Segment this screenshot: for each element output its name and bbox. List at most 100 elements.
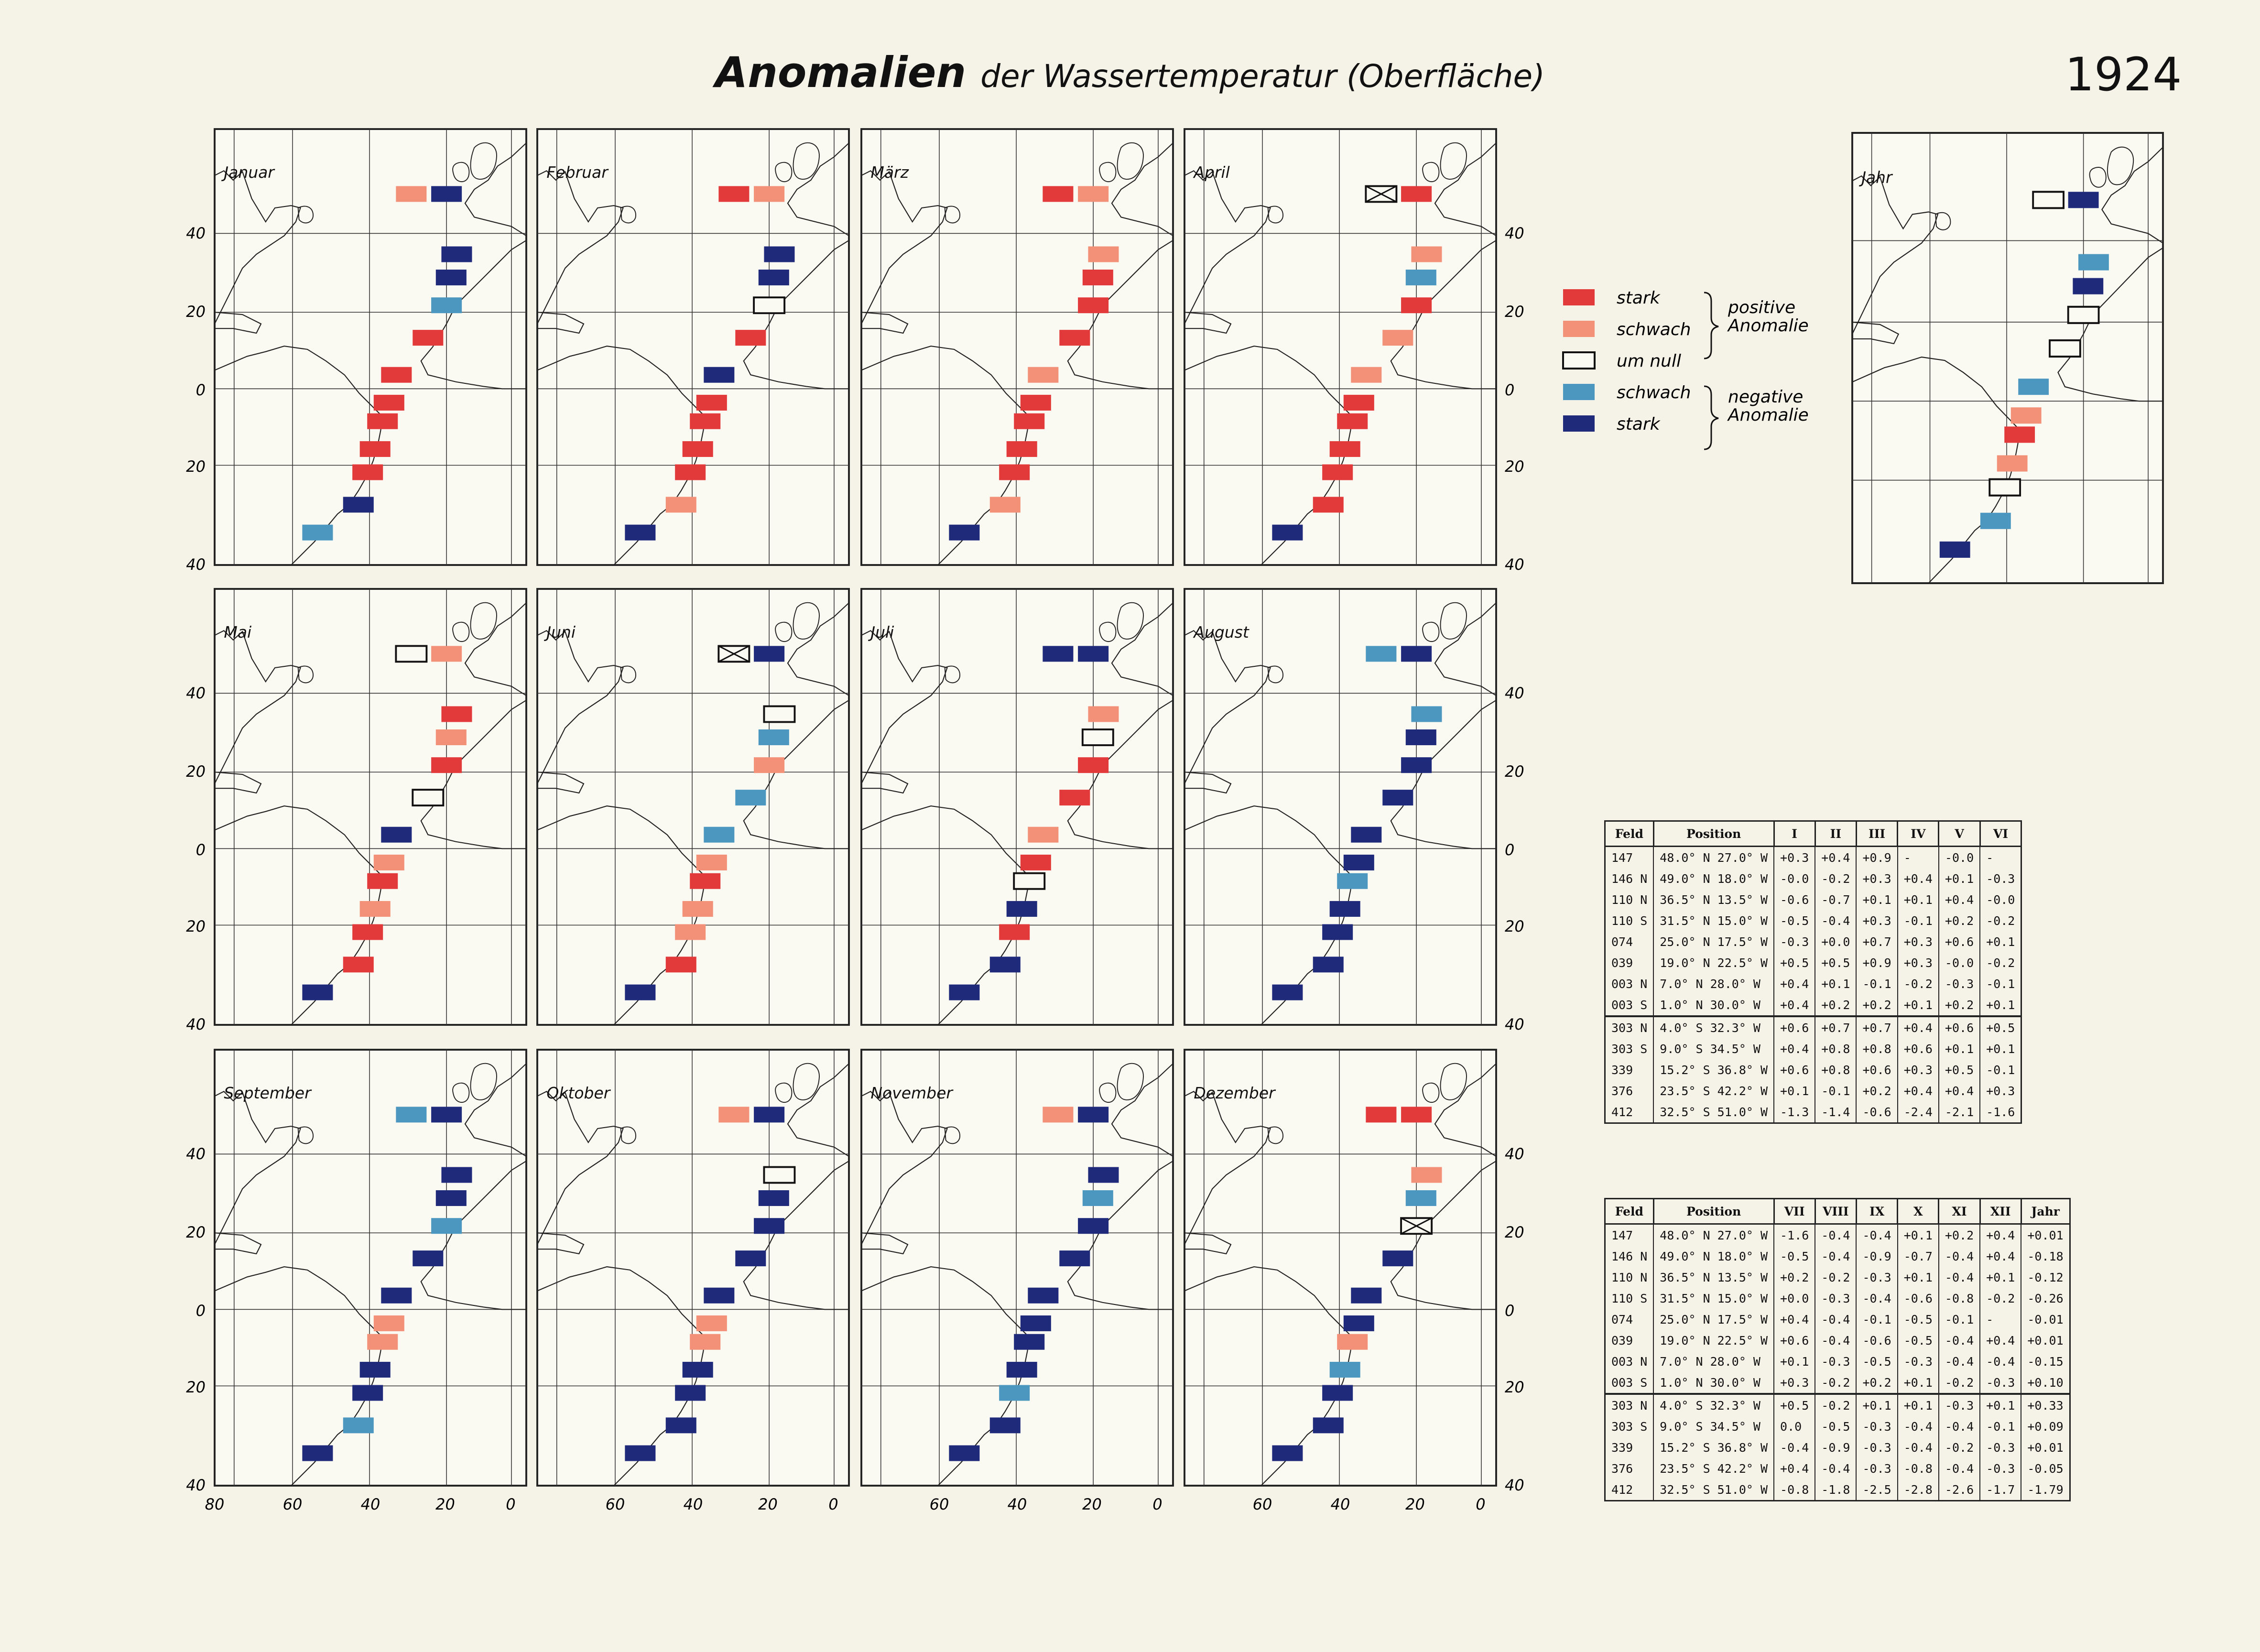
lat-label-right: 20 — [1505, 1378, 1524, 1396]
anomaly-box — [696, 1315, 727, 1331]
coastline — [1067, 699, 1173, 849]
lon-label: 20 — [1082, 1495, 1102, 1513]
anomaly-box — [1006, 901, 1037, 917]
table-cell: 23.5° S 42.2° W — [1653, 1080, 1775, 1101]
column-header: III — [1855, 820, 1899, 847]
anomaly-box — [625, 524, 656, 541]
table-row: 003 N 7.0° N 28.0° W +0.4 +0.1 -0.1 -0.2 -0.3-… — [1604, 973, 2022, 994]
legend-swatch — [1563, 415, 1595, 432]
anomaly-box — [675, 924, 706, 940]
anomaly-box — [1337, 1334, 1368, 1350]
column-header: XI — [1938, 1198, 1981, 1225]
map-panel: März — [860, 128, 1174, 566]
table-cell: 110 S — [1604, 1288, 1654, 1309]
anomaly-box — [999, 464, 1030, 480]
anomaly-box — [1411, 706, 1442, 722]
lat-label-left: 0 — [196, 1302, 206, 1320]
anomaly-box — [1382, 330, 1413, 346]
anomaly-box — [1088, 246, 1119, 262]
column-header: VIII — [1814, 1198, 1857, 1225]
table-cell: +0.1 — [1815, 973, 1857, 994]
table-cell: -0.4 — [1897, 1416, 1939, 1437]
table-cell: -0.9 — [1856, 1246, 1898, 1267]
anomaly-box — [1272, 1445, 1303, 1461]
table-cell: -0.1 — [1856, 1309, 1898, 1330]
table-cell: -0.4 — [1938, 1246, 1981, 1267]
table-cell: -0.2 — [1815, 1393, 1857, 1416]
coastline — [1434, 1063, 1497, 1157]
coastline — [214, 1232, 262, 1255]
coastline — [452, 162, 470, 183]
coastline — [861, 1266, 1030, 1486]
table-cell: +0.1 — [1897, 1372, 1939, 1394]
table-cell: 19.0° N 22.5° W — [1653, 1330, 1775, 1351]
map-frame — [214, 128, 527, 566]
anomaly-box — [989, 1417, 1021, 1434]
table-row: 074 25.0° N 17.5° W -0.3 +0.0 +0.7 +0.3 +0.6 +0… — [1604, 931, 2022, 952]
table-cell: +0.2 — [1856, 1372, 1898, 1394]
lat-label-right: 0 — [1505, 841, 1514, 859]
coastline — [944, 206, 960, 224]
coastline — [1117, 142, 1144, 180]
anomaly-box — [431, 1218, 462, 1234]
table-cell: +0.1 — [1773, 1351, 1816, 1372]
table-cell: 9.0° S 34.5° W — [1653, 1038, 1775, 1059]
table-cell: +0.2 — [1938, 1224, 1981, 1246]
table-cell: +0.10 — [2021, 1372, 2071, 1394]
table-cell: -0.1 — [1815, 1080, 1857, 1101]
table-cell: +0.4 — [1979, 1246, 2022, 1267]
anomaly-box — [682, 441, 713, 457]
anomaly-box — [1343, 854, 1374, 870]
coastline — [1067, 1160, 1173, 1310]
table-cell: 1.0° N 30.0° W — [1653, 994, 1775, 1016]
coastline — [1390, 239, 1497, 390]
table-cell: +0.1 — [1979, 1267, 2022, 1288]
anomaly-cross — [718, 645, 750, 663]
table-cell: +0.2 — [1856, 994, 1898, 1016]
map-panel: Dezember — [1184, 1049, 1497, 1487]
coastline — [1099, 162, 1117, 183]
table-cell: -0.3 — [1773, 931, 1816, 952]
anomaly-box-null — [2067, 305, 2100, 324]
anomaly-box — [1059, 330, 1090, 346]
table-cell: +0.6 — [1773, 1330, 1816, 1351]
column-header: VII — [1773, 1198, 1816, 1225]
anomaly-box — [754, 757, 785, 773]
map-panel: Juni — [536, 588, 850, 1026]
table-cell: 412 — [1604, 1479, 1654, 1501]
lon-label: 40 — [361, 1495, 380, 1513]
table-cell: +0.09 — [2021, 1416, 2071, 1437]
coastline — [1099, 1082, 1117, 1103]
anomaly-box — [1337, 413, 1368, 429]
anomaly-box — [413, 330, 444, 346]
table-cell: -2.8 — [1897, 1479, 1939, 1501]
anomaly-box — [1078, 1107, 1109, 1123]
table-cell: -0.3 — [1938, 1393, 1981, 1416]
column-header: V — [1938, 820, 1981, 847]
legend-label: stark — [1617, 288, 1661, 308]
table-cell: -0.3 — [1938, 973, 1981, 994]
table-cell: 1.0° N 30.0° W — [1653, 1372, 1775, 1394]
table-cell: -0.4 — [1815, 910, 1857, 931]
table-cell: +0.4 — [1773, 994, 1816, 1016]
table-cell: +0.1 — [1773, 1080, 1816, 1101]
coastline — [861, 630, 948, 784]
table-cell: +0.3 — [1897, 931, 1939, 952]
anomaly-box — [754, 646, 785, 662]
lon-label: 40 — [1331, 1495, 1350, 1513]
legend-swatch — [1563, 289, 1595, 305]
table-cell: -0.1 — [1938, 1309, 1981, 1330]
table-cell: +0.4 — [1897, 1015, 1939, 1038]
anomaly-box — [1329, 1361, 1360, 1378]
lat-label-right: 40 — [1505, 555, 1524, 574]
table-cell: 074 — [1604, 1309, 1654, 1330]
legend-label: schwach — [1617, 320, 1691, 339]
coastline — [775, 621, 793, 642]
table-cell: 19.0° N 22.5° W — [1653, 952, 1775, 973]
table-cell: +0.4 — [1815, 846, 1857, 868]
anomaly-box — [352, 464, 383, 480]
lat-label-right: 40 — [1505, 1015, 1524, 1033]
table-cell: -0.4 — [1815, 1224, 1857, 1246]
lat-label-left: 40 — [186, 555, 206, 574]
